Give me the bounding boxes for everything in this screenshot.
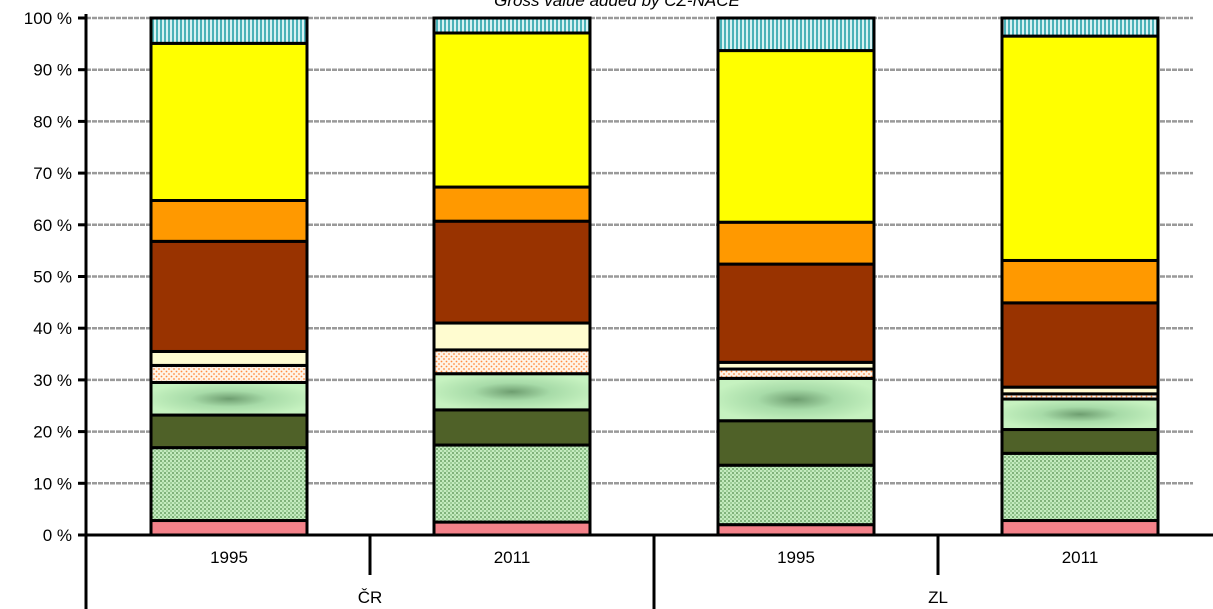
bar-segment xyxy=(716,523,876,537)
bar-segment xyxy=(149,41,309,203)
x-group-label: ZL xyxy=(928,588,948,607)
y-tick-label: 50 % xyxy=(33,268,72,287)
bar-segment xyxy=(1000,428,1160,455)
stacked-bar xyxy=(149,16,309,537)
x-category-label: 2011 xyxy=(494,548,531,567)
y-tick-label: 40 % xyxy=(33,319,72,338)
stacked-bar xyxy=(716,16,876,537)
bar-segment xyxy=(1000,519,1160,537)
bar-segment xyxy=(432,348,592,376)
bar-segment xyxy=(1000,397,1160,432)
bar-segment xyxy=(432,372,592,412)
bar-segment xyxy=(432,16,592,35)
bar-segment xyxy=(1000,301,1160,389)
bar-segment xyxy=(716,376,876,423)
bar-segment xyxy=(149,380,309,417)
bar-segment xyxy=(149,16,309,45)
stacked-bar xyxy=(432,16,592,537)
chart-title: Gross value added by CZ-NACE xyxy=(494,0,740,10)
y-tick-label: 30 % xyxy=(33,371,72,390)
bar-segment xyxy=(1000,16,1160,38)
y-tick-label: 80 % xyxy=(33,112,72,131)
bar-segment xyxy=(432,31,592,189)
x-category-labels: 1995 2011 1995 2011 ČR ZL xyxy=(210,548,1098,607)
x-group-label: ČR xyxy=(358,588,383,607)
bar-segment xyxy=(149,349,309,367)
y-tick-label: 100 % xyxy=(24,9,72,28)
bars xyxy=(149,16,1160,537)
y-tick-label: 60 % xyxy=(33,216,72,235)
y-tick-label: 0 % xyxy=(43,526,72,545)
bar-segment xyxy=(432,321,592,352)
bar-segment xyxy=(716,419,876,467)
bar-segment xyxy=(149,363,309,384)
y-tick-label: 70 % xyxy=(33,164,72,183)
bar-segment xyxy=(432,185,592,223)
bar-segment xyxy=(149,446,309,523)
bar-segment xyxy=(432,520,592,537)
y-tick-label: 10 % xyxy=(33,474,72,493)
bar-segment xyxy=(1000,258,1160,305)
bar-segment xyxy=(716,220,876,266)
bar-segment xyxy=(149,413,309,450)
y-tick-labels: 0 % 10 % 20 % 30 % 40 % 50 % 60 % 70 % 80 % 90 % 1… xyxy=(24,9,72,545)
x-category-label: 1995 xyxy=(777,548,815,567)
bar-segment xyxy=(716,262,876,364)
x-category-label: 2011 xyxy=(1062,548,1099,567)
bar-segment xyxy=(149,199,309,243)
bar-segment xyxy=(716,16,876,53)
stacked-bar xyxy=(1000,16,1160,537)
x-category-label: 1995 xyxy=(210,548,248,567)
bar-segment xyxy=(1000,34,1160,262)
bar-segment xyxy=(716,463,876,527)
bar-segment xyxy=(1000,451,1160,523)
bar-segment xyxy=(149,239,309,353)
bar-segment xyxy=(149,519,309,537)
bar-segment xyxy=(716,49,876,224)
bar-segment xyxy=(432,219,592,325)
axes xyxy=(78,14,1213,609)
bar-segment xyxy=(432,408,592,447)
y-tick-label: 90 % xyxy=(33,61,72,80)
y-tick-label: 20 % xyxy=(33,423,72,442)
bar-segment xyxy=(432,443,592,524)
